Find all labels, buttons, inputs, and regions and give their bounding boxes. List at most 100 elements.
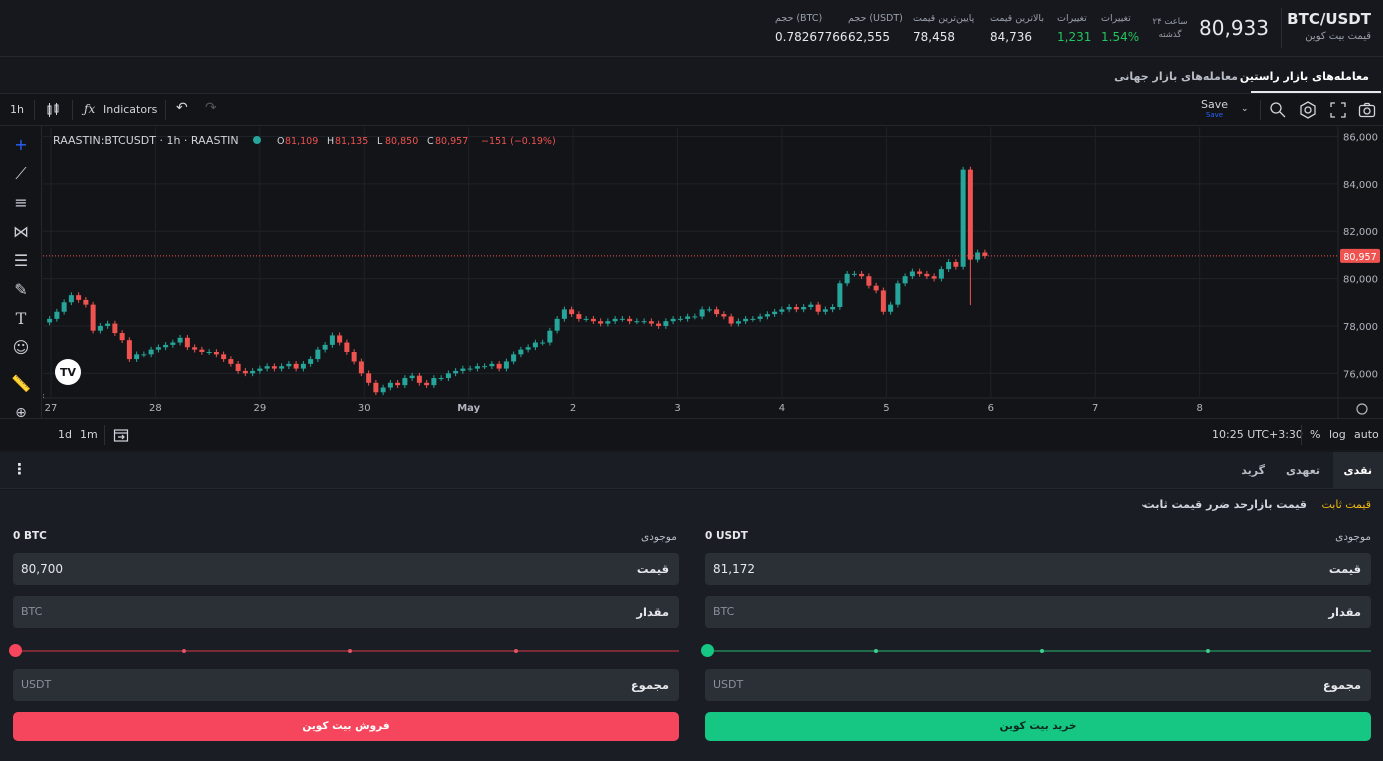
crosshair-icon[interactable]: + <box>14 135 28 154</box>
fib-lines-icon[interactable]: ≡ <box>14 193 28 212</box>
candle-body <box>445 373 451 379</box>
order-type-fixed[interactable]: قیمت ثابت <box>1321 498 1371 511</box>
stat-value: 62,555 <box>848 30 890 44</box>
fullscreen-icon[interactable] <box>1329 101 1347 119</box>
more-menu-icon[interactable]: ⋮ <box>12 460 27 478</box>
redo-icon[interactable]: ↷ <box>205 100 217 116</box>
sell-amount-field[interactable]: مقدار BTC <box>13 596 679 628</box>
text-tool-icon[interactable]: T <box>15 309 27 328</box>
candle-body <box>844 273 850 284</box>
tab-global-market[interactable]: معامله‌های بازار جهانی <box>1114 70 1238 83</box>
candle-body <box>199 349 205 352</box>
candle-body <box>134 354 140 360</box>
candle-body <box>815 304 821 312</box>
settings-gear-icon[interactable] <box>1299 101 1317 119</box>
field-label: مجموع <box>630 678 669 692</box>
emoji-icon[interactable]: ☺ <box>12 338 30 357</box>
candle-body <box>416 375 422 383</box>
pattern-icon[interactable]: ⋈ <box>13 222 29 241</box>
stat-value: 78,458 <box>913 30 955 44</box>
y-tick-label: 84,000 <box>1343 180 1378 191</box>
order-type-market[interactable]: قیمت بازار <box>1247 498 1307 511</box>
range-1m-button[interactable]: 1m <box>80 428 98 441</box>
candle-body <box>851 273 857 275</box>
tab-futures[interactable]: تعهدی <box>1285 464 1320 477</box>
x-tick-label: 29 <box>253 403 266 414</box>
stat-label: تغییرات <box>1101 13 1131 24</box>
date-range-icon[interactable] <box>113 427 129 443</box>
legend-ohlc-item: L <box>377 136 383 147</box>
sell-slider-track[interactable] <box>15 650 679 652</box>
candle-body <box>699 309 705 317</box>
chevron-down-icon[interactable]: ⌄ <box>1241 104 1249 114</box>
quick-search-icon[interactable] <box>1269 101 1287 119</box>
stat-value: 0.78267766 <box>775 30 848 44</box>
candle-body <box>337 335 343 343</box>
ruler-icon[interactable]: 📏 <box>11 374 31 393</box>
header-divider <box>1281 8 1282 48</box>
order-type-stop[interactable]: حد ضرر قیمت ثابت <box>1143 498 1248 511</box>
candle-body <box>837 283 843 307</box>
brush-icon[interactable]: ✎ <box>14 280 28 299</box>
slider-tick <box>1206 649 1210 653</box>
log-toggle[interactable]: log <box>1329 428 1346 441</box>
candle-body <box>61 302 67 312</box>
candle-body <box>286 363 292 367</box>
percent-toggle[interactable]: % <box>1310 428 1321 441</box>
tab-raastin-market[interactable]: معامله‌های بازار راستین <box>1239 70 1369 83</box>
range-1d-button[interactable]: 1d <box>58 428 72 441</box>
y-tick-label: 76,000 <box>1343 369 1378 380</box>
candle-type-icon[interactable] <box>45 102 61 118</box>
legend-ohlc-item: −151 (−0.19%) <box>481 136 556 147</box>
chart-widget: 1h ƒx Indicators ↶ ↷ Save Save ⌄ + <box>0 94 1383 450</box>
undo-icon[interactable]: ↶ <box>176 100 188 116</box>
chevron-down-icon[interactable]: ⌄ <box>1140 499 1149 510</box>
trend-line-icon[interactable]: ⟋ <box>15 164 27 183</box>
candle-body <box>221 354 227 360</box>
candle-body <box>975 252 981 260</box>
axis-settings-icon <box>1356 403 1368 415</box>
toolbar-divider <box>1260 100 1261 120</box>
sell-balance-value: 0 BTC <box>13 530 47 542</box>
auto-toggle[interactable]: auto <box>1354 428 1379 441</box>
buy-amount-field[interactable]: مقدار BTC <box>705 596 1371 628</box>
tab-grid[interactable]: گرید <box>1241 464 1265 477</box>
buy-button[interactable]: خرید بیت کوین <box>705 712 1371 741</box>
candle-body <box>511 354 517 362</box>
buy-slider-track[interactable] <box>707 650 1371 652</box>
timezone-clock[interactable]: 10:25 UTC+3:30 <box>1212 428 1303 441</box>
candle-body <box>308 359 314 364</box>
stat-label: بالاترین قیمت <box>990 13 1044 24</box>
y-tick-label: 78,000 <box>1343 322 1378 333</box>
candle-body <box>105 323 111 326</box>
pair-block: BTC/USDT قیمت بیت کوین <box>1287 10 1371 42</box>
buy-price-field[interactable]: قیمت 81,172 <box>705 553 1371 585</box>
projection-icon[interactable]: ☰ <box>13 251 29 270</box>
x-tick-label: 5 <box>883 403 889 414</box>
stat-label: حجم (BTC) <box>775 13 823 24</box>
sell-total-field[interactable]: مجموع USDT <box>13 669 679 701</box>
tab-spot[interactable]: نقدی <box>1343 464 1372 477</box>
buy-total-field[interactable]: مجموع USDT <box>705 669 1371 701</box>
candle-body <box>344 342 350 352</box>
candle-body <box>453 370 459 374</box>
slider-tick <box>874 649 878 653</box>
zoom-in-icon[interactable]: ⊕ <box>15 405 27 421</box>
candle-body <box>706 309 712 311</box>
interval-button[interactable]: 1h <box>10 103 24 116</box>
candle-body <box>315 349 321 360</box>
indicators-button[interactable]: Indicators <box>103 103 158 116</box>
candle-body <box>489 363 495 367</box>
sell-slider-handle[interactable] <box>9 644 22 657</box>
indicators-icon[interactable]: ƒx <box>84 102 96 116</box>
candle-body <box>648 321 654 324</box>
chart-toolbar: 1h ƒx Indicators ↶ ↷ Save Save ⌄ <box>0 94 1383 126</box>
sell-price-field[interactable]: قیمت 80,700 <box>13 553 679 585</box>
save-button[interactable]: Save Save <box>1201 99 1228 121</box>
candle-body <box>946 262 952 270</box>
save-sublabel: Save <box>1205 111 1224 119</box>
buy-slider-handle[interactable] <box>701 644 714 657</box>
sell-button[interactable]: فروش بیت کوین <box>13 712 679 741</box>
camera-icon[interactable] <box>1358 101 1376 119</box>
